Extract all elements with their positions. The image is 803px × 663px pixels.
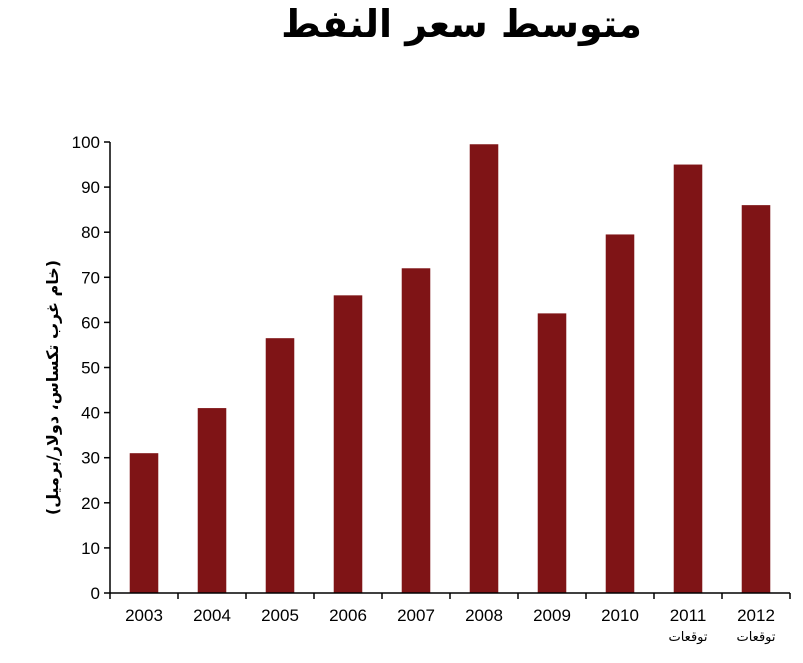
y-tick-label: 0 xyxy=(91,584,100,603)
bars xyxy=(129,144,771,594)
y-tick-label: 60 xyxy=(81,313,100,332)
x-tick-label: 2003 xyxy=(125,606,163,625)
bar-2012 xyxy=(741,205,771,593)
x-category-note: توقعات xyxy=(736,630,775,645)
x-tick-label: 2011 xyxy=(670,606,707,625)
bar-2007 xyxy=(401,268,431,593)
y-tick-label: 50 xyxy=(81,359,100,378)
x-tick-label: 2005 xyxy=(261,606,299,625)
y-tick-label: 80 xyxy=(81,223,100,242)
bar-2008 xyxy=(469,144,499,593)
bar-2011 xyxy=(673,164,703,594)
bar-2003 xyxy=(129,453,159,593)
y-tick-label: 10 xyxy=(81,539,100,558)
y-tick-label: 70 xyxy=(81,268,100,287)
chart-title: متوسط سعر النفط xyxy=(281,2,642,46)
bar-2009 xyxy=(537,313,567,593)
bar-2010 xyxy=(605,234,635,593)
x-axis-ticks: 2003 2004 2005 2006 2007 2008 2009 2010 2011 توقع… xyxy=(109,593,791,645)
x-category-note: توقعات xyxy=(668,630,707,645)
y-tick-label: 20 xyxy=(81,494,100,513)
y-tick-label: 100 xyxy=(72,133,100,152)
x-tick-label: 2007 xyxy=(397,606,435,625)
x-tick-label: 2004 xyxy=(193,606,231,625)
x-tick-label: 2008 xyxy=(465,606,503,625)
x-tick-label: 2010 xyxy=(601,606,639,625)
y-tick-label: 40 xyxy=(81,404,100,423)
bar-2004 xyxy=(197,408,227,593)
y-axis-label: (خام غرب تكساس، دولار/برميل) xyxy=(43,260,62,515)
y-tick-label: 90 xyxy=(81,178,100,197)
y-axis-ticks: 0 10 20 30 40 50 60 70 80 90 100 xyxy=(72,133,110,603)
bar-2005 xyxy=(265,338,295,593)
x-tick-label: 2012 xyxy=(737,606,775,625)
x-tick-label: 2009 xyxy=(533,606,571,625)
y-tick-label: 30 xyxy=(81,449,100,468)
bar-2006 xyxy=(333,295,363,593)
x-tick-label: 2006 xyxy=(329,606,367,625)
